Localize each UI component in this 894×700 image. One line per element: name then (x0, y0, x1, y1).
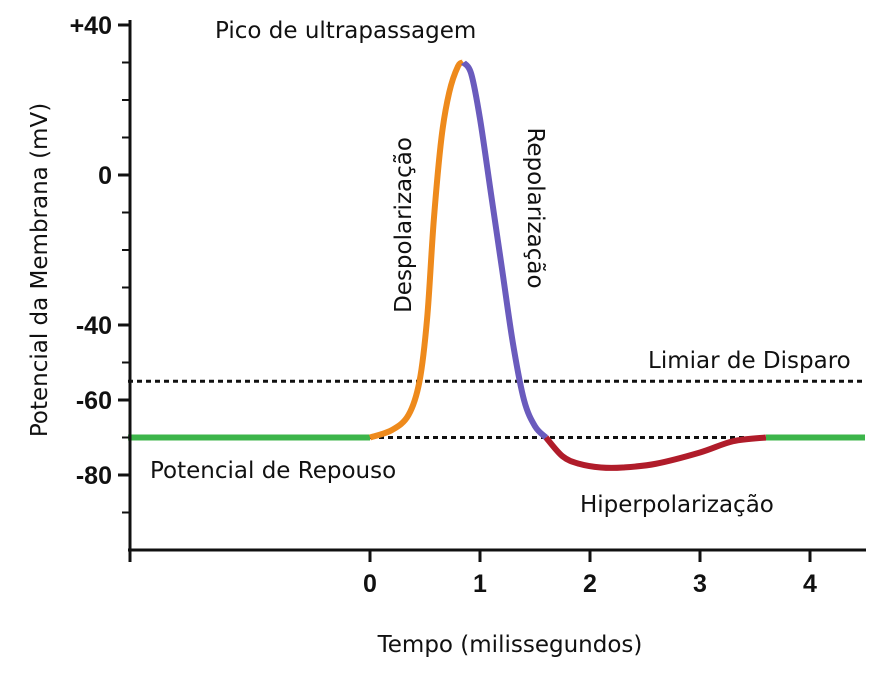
series-line-despolarizacao (369, 59, 466, 441)
x-tick-label: 4 (803, 570, 817, 598)
y-axis-title: Potencial da Membrana (mV) (27, 103, 53, 437)
annotation-threshold: Limiar de Disparo (648, 348, 851, 374)
x-tick-label: 3 (693, 570, 707, 598)
y-tick-label: -40 (76, 312, 112, 340)
y-ticks: +40 0 -40 -60 -80 (70, 12, 130, 514)
x-tick-label: 1 (473, 570, 487, 598)
y-tick-label: +40 (70, 12, 112, 40)
y-tick-label: -60 (76, 387, 112, 415)
annotation-resting: Potencial de Repouso (150, 458, 396, 484)
x-ticks: 0 1 2 3 4 (363, 550, 817, 598)
y-tick-label: -80 (76, 462, 112, 490)
annotation-hyperpolarization: Hiperpolarização (580, 492, 774, 518)
x-axis-title: Tempo (milissegundos) (377, 632, 643, 658)
reference-lines (128, 379, 865, 439)
x-tick-label: 2 (583, 570, 597, 598)
annotation-repolarization: Repolarização (522, 127, 548, 288)
x-tick-label: 0 (363, 570, 377, 598)
series-lines (128, 59, 865, 471)
annotation-peak: Pico de ultrapassagem (215, 18, 476, 44)
annotation-depolarization: Despolarização (391, 137, 417, 313)
series-line-hiperpolarizacao (543, 434, 767, 471)
y-tick-label: 0 (98, 162, 112, 190)
series-line-repolarizacao (461, 60, 549, 440)
